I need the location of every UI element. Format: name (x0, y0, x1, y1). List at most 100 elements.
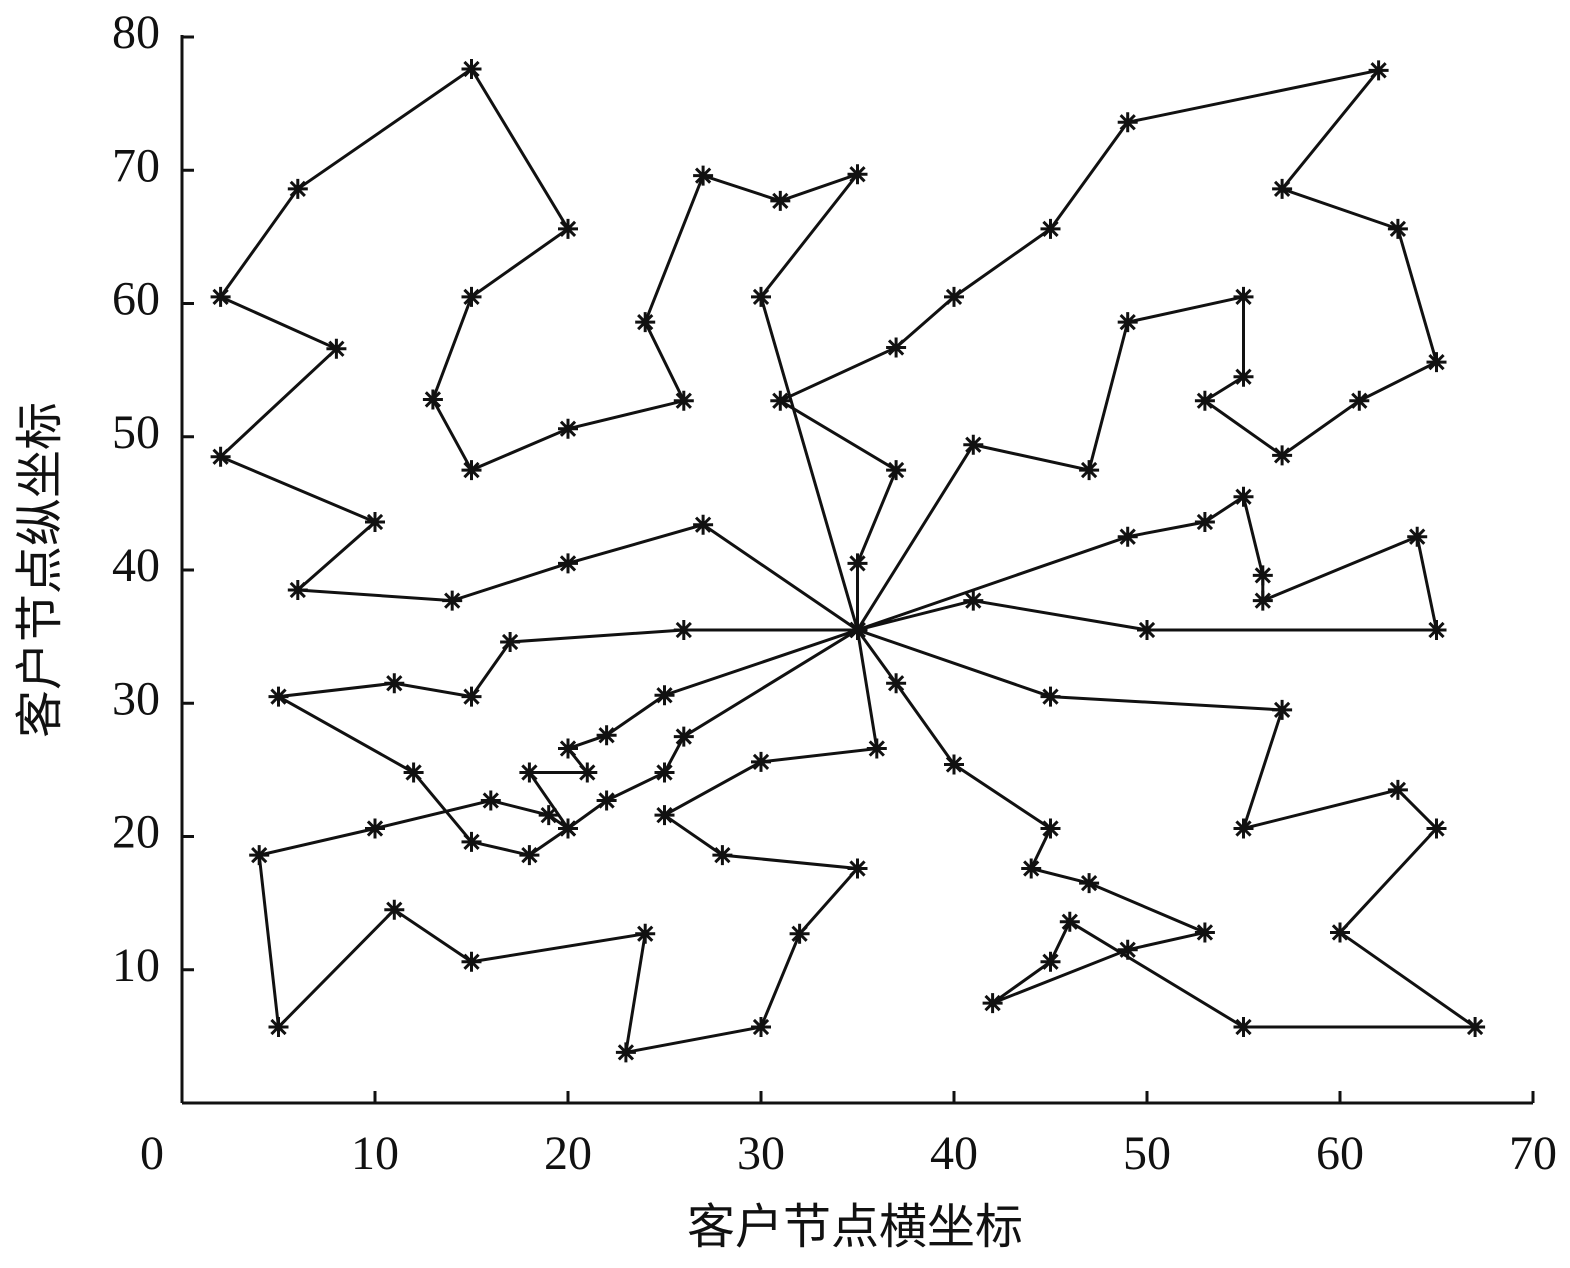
point-marker (1252, 590, 1273, 611)
y-tick-label: 80 (112, 6, 160, 59)
point-marker (654, 762, 675, 783)
point-marker (1426, 818, 1447, 839)
x-tick-label: 70 (1509, 1127, 1557, 1180)
point-marker (384, 899, 405, 920)
x-tick-label: 40 (930, 1127, 978, 1180)
point-marker (500, 631, 521, 652)
point-marker (673, 619, 694, 640)
point-marker (1233, 818, 1254, 839)
point-marker (1117, 526, 1138, 547)
point-marker (635, 312, 656, 333)
point-marker (461, 686, 482, 707)
point-marker (1272, 699, 1293, 720)
x-axis-label: 客户节点横坐标 (687, 1201, 1023, 1254)
point-marker (1349, 390, 1370, 411)
point-marker (287, 178, 308, 199)
point-marker (944, 286, 964, 307)
point-marker (673, 726, 694, 747)
point-marker (847, 164, 868, 185)
x-tick-label: 60 (1316, 1127, 1364, 1180)
route-line (777, 67, 1439, 631)
point-marker (249, 845, 270, 866)
point-marker (1233, 1017, 1254, 1038)
point-marker (963, 434, 984, 455)
x-tick-label: 30 (737, 1127, 785, 1180)
point-marker (596, 725, 617, 746)
point-marker (1387, 218, 1408, 239)
point-marker (1233, 286, 1254, 307)
point-marker (770, 390, 791, 411)
point-marker (751, 1017, 771, 1038)
point-marker (1272, 178, 1293, 199)
y-axis-label: 客户节点纵坐标 (14, 402, 67, 738)
point-marker (365, 512, 385, 533)
point-marker (886, 460, 907, 481)
point-marker (403, 762, 424, 783)
y-tick-label: 50 (112, 406, 160, 459)
route-line (257, 628, 879, 1055)
point-marker (461, 58, 482, 79)
point-marker (1387, 779, 1408, 800)
point-marker (751, 751, 771, 772)
x-tick-label: 50 (1123, 1127, 1171, 1180)
point-marker (558, 218, 578, 239)
point-marker (519, 845, 540, 866)
point-marker (982, 993, 1003, 1014)
point-marker (461, 831, 482, 852)
point-marker (693, 165, 714, 186)
point-marker (365, 818, 385, 839)
point-marker (1021, 858, 1042, 879)
point-marker (1233, 486, 1254, 507)
route-line (857, 494, 1439, 632)
y-tick-label: 10 (112, 939, 160, 992)
point-marker (693, 514, 714, 535)
point-marker (866, 738, 887, 759)
point-marker (886, 673, 907, 694)
point-marker (1040, 951, 1061, 972)
point-marker (1426, 619, 1447, 640)
point-marker (1194, 512, 1215, 533)
point-marker (326, 338, 347, 359)
point-marker (384, 673, 405, 694)
point-marker (654, 685, 675, 706)
point-marker (1079, 873, 1100, 894)
route-line (856, 628, 1480, 1029)
route-line (217, 66, 862, 632)
point-marker (210, 286, 231, 307)
route-line (273, 628, 859, 857)
x-tick-label: 10 (351, 1127, 399, 1180)
point-marker (1040, 686, 1061, 707)
y-tick-label: 70 (112, 139, 160, 192)
point-marker (558, 553, 578, 574)
point-marker (422, 389, 443, 410)
point-marker (1252, 565, 1273, 586)
point-marker (596, 790, 617, 811)
point-marker (268, 1017, 289, 1038)
point-marker (268, 686, 289, 707)
point-marker (615, 1042, 636, 1063)
point-marker (751, 286, 771, 307)
point-marker (558, 418, 578, 439)
point-marker (1330, 922, 1350, 943)
point-marker (210, 446, 231, 467)
point-marker (461, 951, 482, 972)
y-tick-label: 30 (112, 672, 160, 725)
point-marker (1040, 818, 1061, 839)
point-marker (1407, 526, 1428, 547)
y-tick-label: 20 (112, 806, 160, 859)
point-marker (287, 579, 308, 600)
point-marker (847, 858, 868, 879)
point-marker (1137, 619, 1157, 640)
point-marker (673, 390, 694, 411)
point-marker (461, 286, 482, 307)
point-marker (789, 923, 810, 944)
y-tick-label: 40 (112, 539, 160, 592)
point-marker (847, 553, 868, 574)
point-marker (1233, 366, 1254, 387)
point-marker (1117, 939, 1138, 960)
point-marker (1194, 922, 1215, 943)
point-marker (558, 818, 578, 839)
point-marker (1117, 112, 1138, 133)
point-marker (1426, 352, 1447, 373)
